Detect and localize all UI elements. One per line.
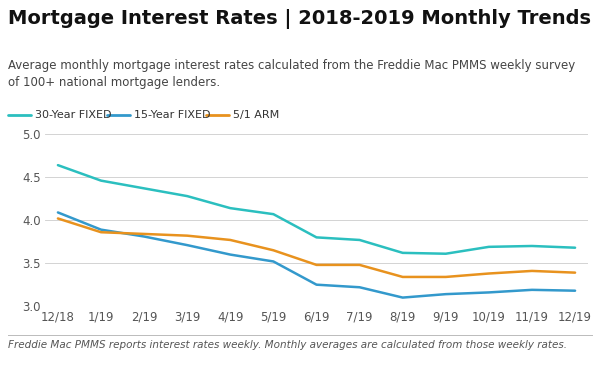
Text: Freddie Mac PMMS reports interest rates weekly. Monthly averages are calculated : Freddie Mac PMMS reports interest rates … (8, 340, 567, 350)
Text: Average monthly mortgage interest rates calculated from the Freddie Mac PMMS wee: Average monthly mortgage interest rates … (8, 59, 575, 89)
Text: 30-Year FIXED: 30-Year FIXED (35, 110, 112, 120)
Text: 5/1 ARM: 5/1 ARM (233, 110, 279, 120)
Text: 15-Year FIXED: 15-Year FIXED (134, 110, 211, 120)
Text: Mortgage Interest Rates | 2018-2019 Monthly Trends: Mortgage Interest Rates | 2018-2019 Mont… (8, 9, 591, 29)
